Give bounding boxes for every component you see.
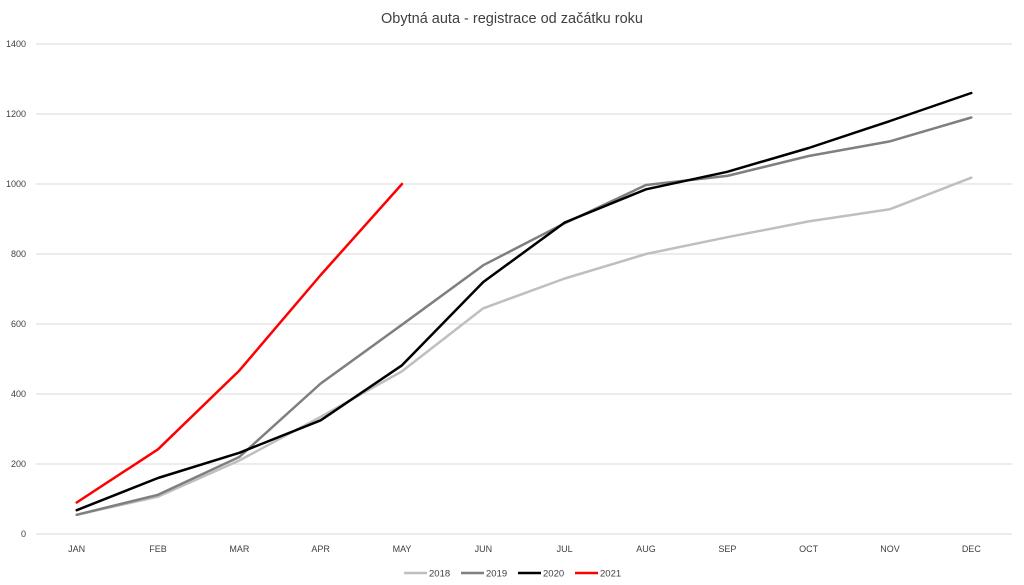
- y-tick-label: 1000: [6, 179, 26, 189]
- x-axis-tick-labels: JAN FEB MAR APR MAY JUN JUL AUG SEP OCT NOV DEC: [68, 544, 981, 554]
- y-tick-label: 1200: [6, 109, 26, 119]
- y-axis-tick-labels: 0 200 400 600 800 1000 1200 1400: [6, 39, 26, 539]
- x-tick-label: JUN: [475, 544, 493, 554]
- legend-label-2020: 2020: [543, 569, 564, 580]
- x-tick-label: AUG: [636, 544, 656, 554]
- legend: 2018 2019 2020 2021: [404, 569, 621, 580]
- chart-title: Obytná auta - registrace od začátku roku: [381, 11, 643, 27]
- y-tick-label: 200: [11, 459, 26, 469]
- series-lines: [75, 91, 973, 517]
- y-tick-label: 400: [11, 389, 26, 399]
- legend-label-2019: 2019: [486, 569, 507, 580]
- y-tick-label: 0: [21, 529, 26, 539]
- series-line-2020: [75, 91, 973, 512]
- x-tick-label: DEC: [962, 544, 982, 554]
- x-tick-label: FEB: [149, 544, 167, 554]
- y-tick-label: 1400: [6, 39, 26, 49]
- x-tick-label: JUL: [557, 544, 573, 554]
- x-tick-label: NOV: [880, 544, 900, 554]
- gridlines: [36, 43, 1012, 465]
- x-tick-label: JAN: [68, 544, 85, 554]
- legend-label-2021: 2021: [600, 569, 621, 580]
- x-tick-label: APR: [311, 544, 330, 554]
- x-tick-label: MAR: [229, 544, 250, 554]
- y-tick-label: 600: [11, 319, 26, 329]
- x-tick-label: OCT: [799, 544, 819, 554]
- legend-label-2018: 2018: [429, 569, 450, 580]
- x-tick-label: MAY: [393, 544, 412, 554]
- series-line-2019: [75, 116, 973, 517]
- series-line-2021: [75, 182, 404, 504]
- x-tick-label: SEP: [718, 544, 736, 554]
- y-tick-label: 800: [11, 249, 26, 259]
- series-line-2018: [75, 176, 973, 517]
